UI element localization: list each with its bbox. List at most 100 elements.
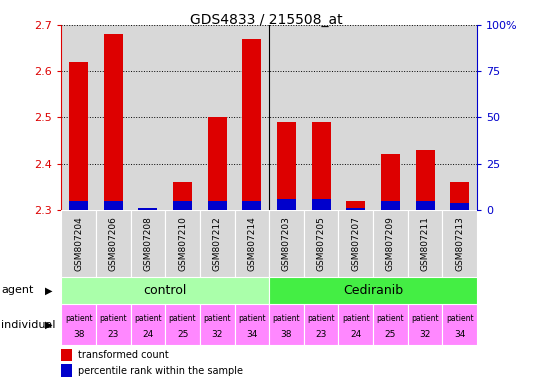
Text: patient: patient [65, 314, 92, 323]
Text: 24: 24 [350, 330, 361, 339]
Text: 25: 25 [177, 330, 188, 339]
FancyBboxPatch shape [373, 304, 408, 345]
Text: 32: 32 [212, 330, 223, 339]
FancyBboxPatch shape [442, 304, 477, 345]
FancyBboxPatch shape [165, 304, 200, 345]
Bar [312, 122, 330, 210]
FancyBboxPatch shape [408, 210, 442, 276]
Text: patient: patient [411, 314, 439, 323]
Bar [277, 122, 296, 210]
FancyBboxPatch shape [165, 210, 200, 276]
Text: percentile rank within the sample: percentile rank within the sample [78, 366, 243, 376]
Text: 38: 38 [73, 330, 84, 339]
Bar [61, 364, 71, 377]
Bar [346, 201, 365, 210]
FancyBboxPatch shape [131, 304, 165, 345]
FancyBboxPatch shape [304, 304, 338, 345]
Bar [131, 25, 165, 210]
FancyBboxPatch shape [304, 210, 338, 276]
Bar [200, 25, 235, 210]
Bar [61, 349, 71, 361]
Bar [269, 25, 304, 210]
Text: patient: patient [204, 314, 231, 323]
Bar [346, 208, 365, 210]
Bar [312, 199, 330, 210]
Bar [408, 25, 442, 210]
Text: patient: patient [342, 314, 369, 323]
Text: 23: 23 [108, 330, 119, 339]
Bar [381, 201, 400, 210]
Bar [104, 201, 123, 210]
Bar [373, 25, 408, 210]
Text: patient: patient [273, 314, 300, 323]
FancyBboxPatch shape [96, 304, 131, 345]
Text: GSM807211: GSM807211 [421, 216, 430, 271]
Text: GDS4833 / 215508_at: GDS4833 / 215508_at [190, 13, 343, 27]
Text: GSM807207: GSM807207 [351, 216, 360, 271]
Bar [277, 199, 296, 210]
Bar [69, 62, 88, 210]
Bar [381, 154, 400, 210]
Text: patient: patient [134, 314, 161, 323]
FancyBboxPatch shape [269, 276, 477, 304]
Text: control: control [143, 284, 187, 297]
FancyBboxPatch shape [61, 304, 96, 345]
Text: 23: 23 [316, 330, 327, 339]
Bar [338, 25, 373, 210]
Bar [61, 25, 96, 210]
Bar [235, 25, 269, 210]
Text: GSM807209: GSM807209 [386, 216, 395, 271]
FancyBboxPatch shape [442, 210, 477, 276]
Text: GSM807206: GSM807206 [109, 216, 118, 271]
FancyBboxPatch shape [200, 210, 235, 276]
Text: 34: 34 [454, 330, 465, 339]
Bar [104, 34, 123, 210]
Text: Cediranib: Cediranib [343, 284, 403, 297]
Text: 32: 32 [419, 330, 431, 339]
Text: GSM807213: GSM807213 [455, 216, 464, 271]
Bar [208, 118, 227, 210]
Text: 38: 38 [281, 330, 292, 339]
Bar [416, 150, 434, 210]
FancyBboxPatch shape [61, 210, 96, 276]
FancyBboxPatch shape [235, 210, 269, 276]
Bar [416, 201, 434, 210]
FancyBboxPatch shape [373, 210, 408, 276]
Bar [173, 201, 192, 210]
Text: 25: 25 [385, 330, 396, 339]
Bar [243, 201, 261, 210]
Bar [165, 25, 200, 210]
Bar [96, 25, 131, 210]
FancyBboxPatch shape [61, 276, 269, 304]
Text: individual: individual [1, 319, 55, 329]
Text: transformed count: transformed count [78, 350, 168, 360]
FancyBboxPatch shape [338, 304, 373, 345]
Text: GSM807212: GSM807212 [213, 216, 222, 271]
Bar [442, 25, 477, 210]
Bar [69, 201, 88, 210]
Text: patient: patient [308, 314, 335, 323]
FancyBboxPatch shape [338, 210, 373, 276]
Text: GSM807204: GSM807204 [74, 216, 83, 271]
Text: GSM807210: GSM807210 [178, 216, 187, 271]
Text: patient: patient [446, 314, 473, 323]
FancyBboxPatch shape [131, 210, 165, 276]
Text: GSM807205: GSM807205 [317, 216, 326, 271]
Text: GSM807203: GSM807203 [282, 216, 291, 271]
Text: GSM807208: GSM807208 [143, 216, 152, 271]
Bar [304, 25, 338, 210]
Bar [139, 208, 157, 210]
Text: patient: patient [169, 314, 196, 323]
Bar [450, 203, 469, 210]
Text: GSM807214: GSM807214 [247, 216, 256, 271]
Text: ▶: ▶ [45, 285, 53, 295]
Text: patient: patient [238, 314, 265, 323]
Bar [450, 182, 469, 210]
Text: ▶: ▶ [45, 319, 53, 329]
FancyBboxPatch shape [96, 210, 131, 276]
FancyBboxPatch shape [269, 210, 304, 276]
Text: agent: agent [1, 285, 34, 295]
FancyBboxPatch shape [269, 304, 304, 345]
Bar [173, 182, 192, 210]
FancyBboxPatch shape [408, 304, 442, 345]
